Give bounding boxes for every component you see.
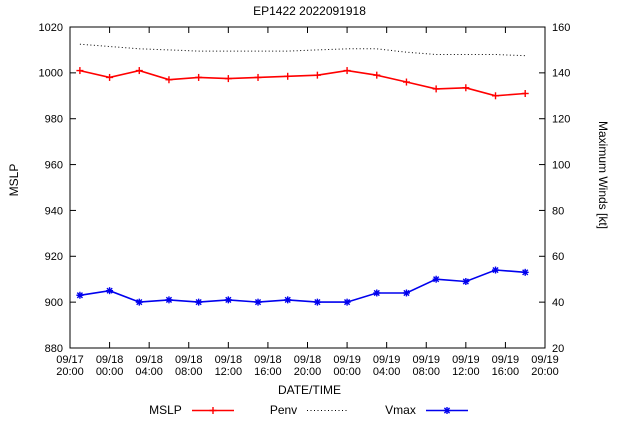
svg-text:12:00: 12:00 xyxy=(452,366,480,378)
svg-text:920: 920 xyxy=(45,251,63,263)
svg-text:08:00: 08:00 xyxy=(412,366,440,378)
svg-text:880: 880 xyxy=(45,343,63,355)
svg-text:20:00: 20:00 xyxy=(56,366,84,378)
svg-text:09/19: 09/19 xyxy=(531,354,559,366)
svg-text:1020: 1020 xyxy=(39,22,63,34)
svg-text:09/18: 09/18 xyxy=(254,354,282,366)
svg-text:20:00: 20:00 xyxy=(294,366,322,378)
svg-text:980: 980 xyxy=(45,114,63,126)
legend-item-penv: Penv xyxy=(270,403,351,417)
legend-swatch-mslp xyxy=(190,404,236,417)
svg-text:900: 900 xyxy=(45,297,63,309)
legend: MSLP Penv Vmax xyxy=(0,403,619,417)
svg-text:960: 960 xyxy=(45,159,63,171)
chart-title: EP1422 2022091918 xyxy=(253,4,366,18)
x-axis-label: DATE/TIME xyxy=(277,383,342,397)
svg-text:09/18: 09/18 xyxy=(135,354,163,366)
svg-text:09/18: 09/18 xyxy=(96,354,124,366)
svg-text:1000: 1000 xyxy=(39,68,63,80)
svg-text:60: 60 xyxy=(552,251,564,263)
svg-text:00:00: 00:00 xyxy=(333,366,361,378)
y-axis-label-left: MSLP xyxy=(7,163,21,197)
legend-label-vmax: Vmax xyxy=(385,403,416,417)
svg-text:09/19: 09/19 xyxy=(412,354,440,366)
svg-text:16:00: 16:00 xyxy=(254,366,282,378)
svg-text:09/18: 09/18 xyxy=(215,354,243,366)
y-axis-label-right: Maximum Winds [kt] xyxy=(596,120,610,230)
svg-text:09/18: 09/18 xyxy=(175,354,203,366)
svg-text:09/17: 09/17 xyxy=(56,354,84,366)
legend-swatch-penv xyxy=(305,404,351,417)
svg-text:940: 940 xyxy=(45,205,63,217)
legend-item-vmax: Vmax xyxy=(385,403,470,417)
svg-text:40: 40 xyxy=(552,297,564,309)
svg-text:16:00: 16:00 xyxy=(492,366,520,378)
svg-text:20:00: 20:00 xyxy=(531,366,559,378)
svg-text:140: 140 xyxy=(552,68,570,80)
svg-text:160: 160 xyxy=(552,22,570,34)
svg-text:04:00: 04:00 xyxy=(373,366,401,378)
svg-text:100: 100 xyxy=(552,159,570,171)
svg-text:09/18: 09/18 xyxy=(294,354,322,366)
svg-text:80: 80 xyxy=(552,205,564,217)
legend-item-mslp: MSLP xyxy=(149,403,236,417)
svg-text:08:00: 08:00 xyxy=(175,366,203,378)
svg-text:04:00: 04:00 xyxy=(135,366,163,378)
svg-text:00:00: 00:00 xyxy=(96,366,124,378)
svg-text:09/19: 09/19 xyxy=(492,354,520,366)
legend-swatch-vmax xyxy=(424,404,470,417)
svg-text:12:00: 12:00 xyxy=(215,366,243,378)
svg-text:09/19: 09/19 xyxy=(333,354,361,366)
legend-label-penv: Penv xyxy=(269,403,298,417)
legend-label-mslp: MSLP xyxy=(149,403,182,417)
svg-text:20: 20 xyxy=(552,343,564,355)
svg-text:09/19: 09/19 xyxy=(373,354,401,366)
svg-text:120: 120 xyxy=(552,114,570,126)
svg-text:09/19: 09/19 xyxy=(452,354,480,366)
